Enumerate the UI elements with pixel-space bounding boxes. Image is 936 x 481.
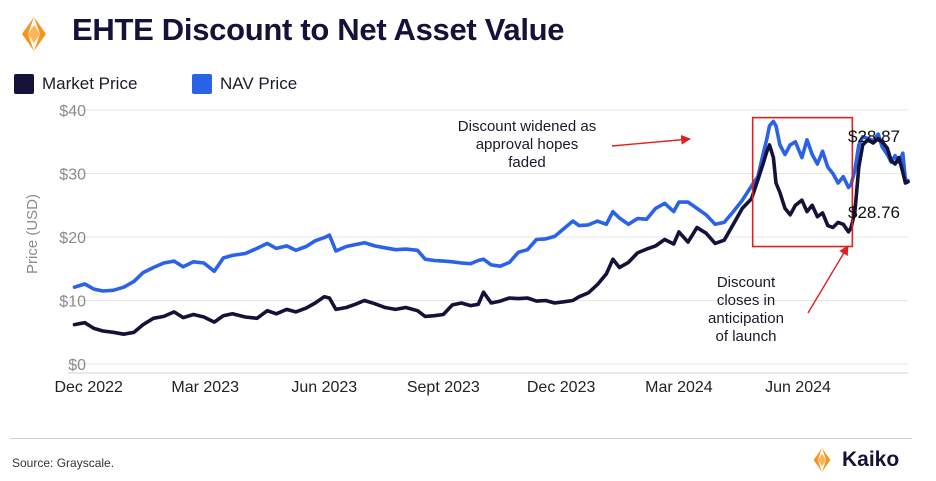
legend-label-nav: NAV Price bbox=[220, 74, 298, 93]
series-layer bbox=[72, 119, 910, 336]
y-axis-ticks: $0 $10 $20 $30 $40 bbox=[59, 103, 86, 374]
end-label-nav: $28.87 bbox=[848, 127, 900, 146]
annotation-line: Discount widened as bbox=[458, 118, 596, 135]
annotation-line: approval hopes bbox=[476, 136, 579, 153]
x-tick-label: Jun 2024 bbox=[765, 379, 831, 396]
annotation-line: closes in bbox=[717, 292, 775, 309]
legend-item-nav: NAV Price bbox=[192, 74, 297, 94]
annotation-layer: Discount widened as approval hopes fadedDi… bbox=[458, 116, 900, 345]
arrow-discount-widened bbox=[611, 134, 691, 147]
highlight-box bbox=[751, 116, 854, 248]
end-label-market: $28.76 bbox=[848, 203, 900, 222]
annotation-line: anticipation bbox=[708, 310, 784, 327]
x-tick-label: Dec 2022 bbox=[54, 379, 123, 396]
kaiko-logo-icon bbox=[22, 17, 46, 51]
legend-item-market: Market Price bbox=[14, 74, 137, 94]
annotation-line: faded bbox=[508, 154, 546, 171]
arrow-discount-closes bbox=[807, 245, 849, 314]
y-tick-label: $10 bbox=[59, 294, 86, 311]
y-tick-label: $30 bbox=[59, 167, 86, 184]
annotation-line: Discount bbox=[717, 274, 776, 291]
logo-diamond-inner bbox=[28, 25, 40, 43]
series-line-market-price bbox=[72, 136, 910, 336]
x-axis-ticks: Dec 2022 Mar 2023 Jun 2023 Sept 2023 Dec 202… bbox=[54, 379, 831, 396]
y-tick-label: $0 bbox=[68, 357, 86, 374]
y-axis-label: Price (USD) bbox=[24, 194, 41, 274]
price-chart: $0 $10 $20 $30 $40 Dec 2022 Mar 2023 Jun 2023 S… bbox=[24, 103, 910, 396]
legend-swatch-market bbox=[14, 74, 34, 94]
legend-label-market: Market Price bbox=[42, 74, 138, 93]
x-tick-label: Dec 2023 bbox=[527, 379, 596, 396]
series-line-nav-price bbox=[72, 119, 910, 293]
page-title: EHTE Discount to Net Asset Value bbox=[72, 12, 565, 47]
brand-footer: Kaiko bbox=[808, 446, 899, 474]
x-tick-label: Jun 2023 bbox=[291, 379, 357, 396]
annotation-line: of launch bbox=[716, 328, 777, 345]
annotation-discount-closes: Discount closes in anticipation of launch bbox=[708, 274, 784, 345]
x-tick-label: Sept 2023 bbox=[407, 379, 480, 396]
x-tick-label: Mar 2023 bbox=[171, 379, 239, 396]
x-tick-label: Mar 2024 bbox=[645, 379, 713, 396]
footer-divider bbox=[10, 438, 912, 439]
brand-name: Kaiko bbox=[842, 448, 900, 471]
y-tick-label: $20 bbox=[59, 230, 86, 247]
kaiko-footer-logo-icon bbox=[813, 448, 831, 472]
legend-swatch-nav bbox=[192, 74, 212, 94]
source-note: Source: Grayscale. bbox=[12, 456, 115, 470]
y-tick-label: $40 bbox=[59, 103, 86, 120]
annotation-discount-widened: Discount widened as approval hopes faded bbox=[458, 118, 596, 171]
